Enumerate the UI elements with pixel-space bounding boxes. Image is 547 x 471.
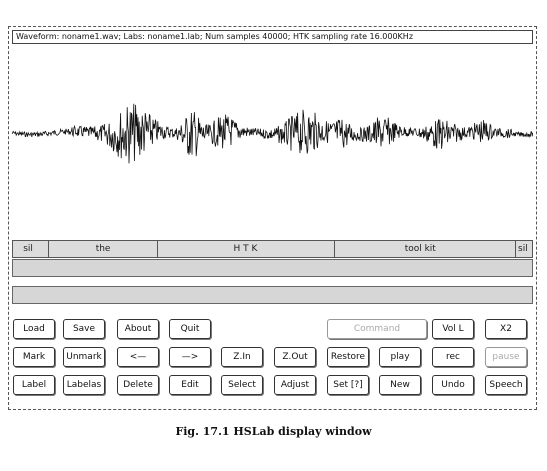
x2-button[interactable]: X2 [485, 319, 527, 339]
play-button[interactable]: play [379, 347, 421, 367]
label-segment-text: sil [518, 244, 528, 254]
label-segment[interactable]: H T K [158, 241, 335, 257]
scroll-left-button[interactable]: <— [117, 347, 159, 367]
waveform-trace [12, 103, 533, 164]
rec-button[interactable]: rec [432, 347, 474, 367]
label-segment-text: sil [23, 244, 33, 254]
label-segment[interactable]: tool kit [335, 241, 516, 257]
undo-button[interactable]: Undo [432, 375, 474, 395]
adjust-button[interactable]: Adjust [274, 375, 316, 395]
label-segment[interactable]: the [49, 241, 158, 257]
zoom-in-button[interactable]: Z.In [221, 347, 263, 367]
label-segment-text: H T K [233, 244, 258, 254]
load-button[interactable]: Load [13, 319, 55, 339]
set-button[interactable]: Set [?] [327, 375, 369, 395]
save-button[interactable]: Save [63, 319, 105, 339]
volume-button[interactable]: Vol L [432, 319, 474, 339]
mark-button[interactable]: Mark [13, 347, 55, 367]
window-title: Waveform: noname1.wav; Labs: noname1.lab… [12, 30, 533, 44]
label-segment-text: the [95, 244, 111, 254]
label-segment-text: tool kit [404, 244, 436, 254]
select-button[interactable]: Select [221, 375, 263, 395]
label-segment[interactable]: sil [516, 241, 532, 257]
restore-button[interactable]: Restore [327, 347, 369, 367]
command-button[interactable]: Command [327, 319, 427, 339]
labelas-button[interactable]: Labelas [63, 375, 105, 395]
about-button[interactable]: About [117, 319, 159, 339]
label-transcription-bar[interactable]: sil the H T K tool kit sil [12, 240, 533, 258]
message-bar [12, 286, 533, 304]
zoom-out-button[interactable]: Z.Out [274, 347, 316, 367]
scroll-right-button[interactable]: —> [169, 347, 211, 367]
hslab-window: Waveform: noname1.wav; Labs: noname1.lab… [8, 26, 537, 410]
pause-button[interactable]: pause [485, 347, 527, 367]
speech-button[interactable]: Speech [485, 375, 527, 395]
quit-button[interactable]: Quit [169, 319, 211, 339]
edit-button[interactable]: Edit [169, 375, 211, 395]
label-button[interactable]: Label [13, 375, 55, 395]
unmark-button[interactable]: Unmark [63, 347, 105, 367]
delete-button[interactable]: Delete [117, 375, 159, 395]
waveform-display[interactable] [12, 45, 533, 239]
figure-caption: Fig. 17.1 HSLab display window [175, 425, 372, 438]
label-segment[interactable]: sil [13, 241, 49, 257]
new-button[interactable]: New [379, 375, 421, 395]
label-level-2-bar[interactable] [12, 259, 533, 277]
